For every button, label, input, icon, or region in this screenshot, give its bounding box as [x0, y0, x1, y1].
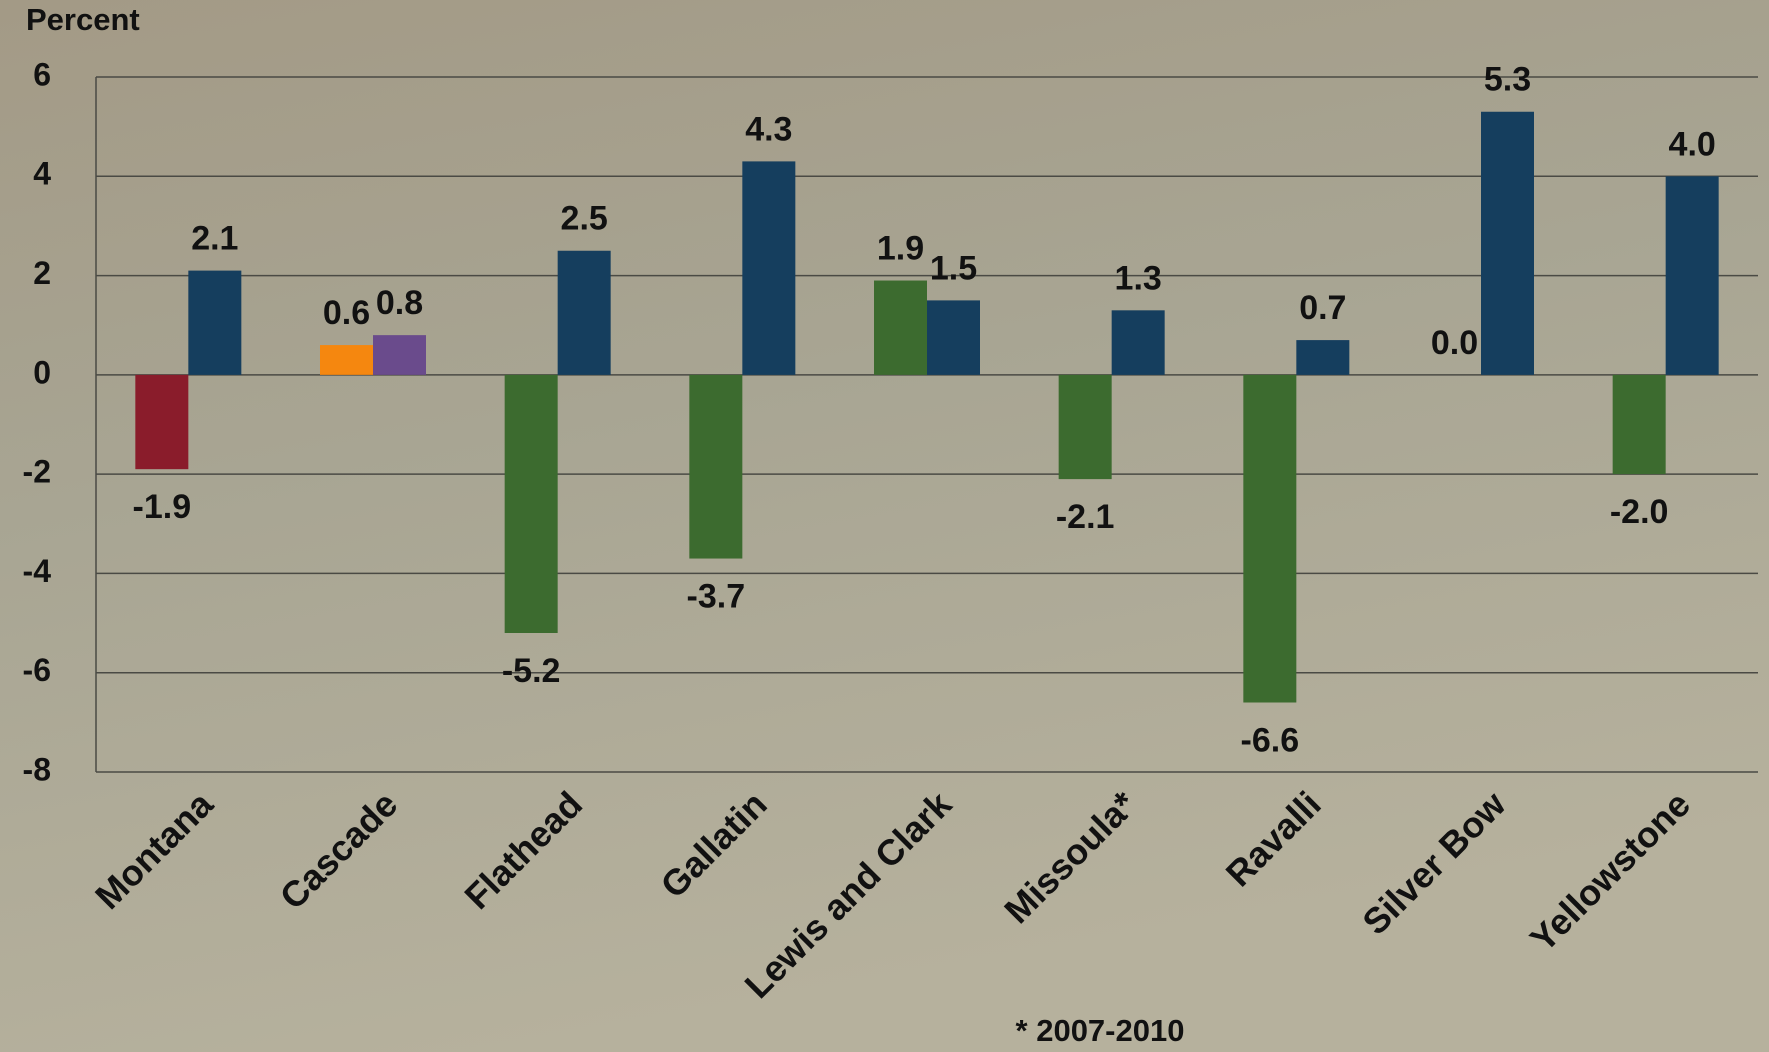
y-tick-label: -8 — [23, 751, 51, 787]
y-axis-label: Percent — [26, 2, 140, 37]
bar — [188, 271, 241, 375]
bar — [135, 375, 188, 469]
value-label: 1.9 — [877, 230, 924, 268]
value-label: -2.1 — [1056, 498, 1115, 536]
value-label: 0.6 — [323, 294, 370, 332]
bar — [1112, 310, 1165, 375]
y-tick-label: -2 — [23, 454, 51, 490]
bar — [689, 375, 742, 559]
bar — [742, 161, 795, 374]
bar — [927, 300, 980, 374]
value-label: -5.2 — [502, 652, 561, 690]
y-tick-label: 4 — [33, 156, 51, 192]
value-label: 2.1 — [191, 220, 238, 258]
bar — [1243, 375, 1296, 703]
value-label: -6.6 — [1241, 721, 1300, 759]
bar — [1666, 176, 1719, 375]
bar — [558, 251, 611, 375]
value-label: 1.3 — [1115, 259, 1162, 297]
y-tick-label: 2 — [33, 255, 51, 291]
value-label: 4.0 — [1669, 125, 1716, 163]
y-tick-label: -6 — [23, 652, 51, 688]
y-tick-label: 0 — [33, 354, 51, 390]
value-label: -2.0 — [1610, 493, 1669, 531]
value-label: 4.3 — [745, 110, 792, 148]
y-tick-label: 6 — [33, 56, 51, 92]
bar — [1613, 375, 1666, 474]
value-label: 0.7 — [1299, 289, 1346, 327]
footnote: * 2007-2010 — [1016, 1013, 1185, 1048]
bar — [874, 281, 927, 375]
y-tick-label: -4 — [23, 553, 52, 589]
value-label: -1.9 — [133, 488, 192, 526]
bar — [1481, 112, 1534, 375]
bar — [1296, 340, 1349, 375]
chart: Percent * 2007-2010 -8-6-4-20246Montana-… — [0, 0, 1769, 1052]
bar — [1059, 375, 1112, 479]
value-label: 0.0 — [1431, 324, 1478, 362]
bar — [320, 345, 373, 375]
value-label: 0.8 — [376, 284, 423, 322]
bar — [373, 335, 426, 375]
value-label: 1.5 — [930, 249, 977, 287]
bar — [505, 375, 558, 633]
value-label: 2.5 — [561, 200, 608, 238]
value-label: -3.7 — [687, 578, 746, 616]
value-label: 5.3 — [1484, 61, 1531, 99]
